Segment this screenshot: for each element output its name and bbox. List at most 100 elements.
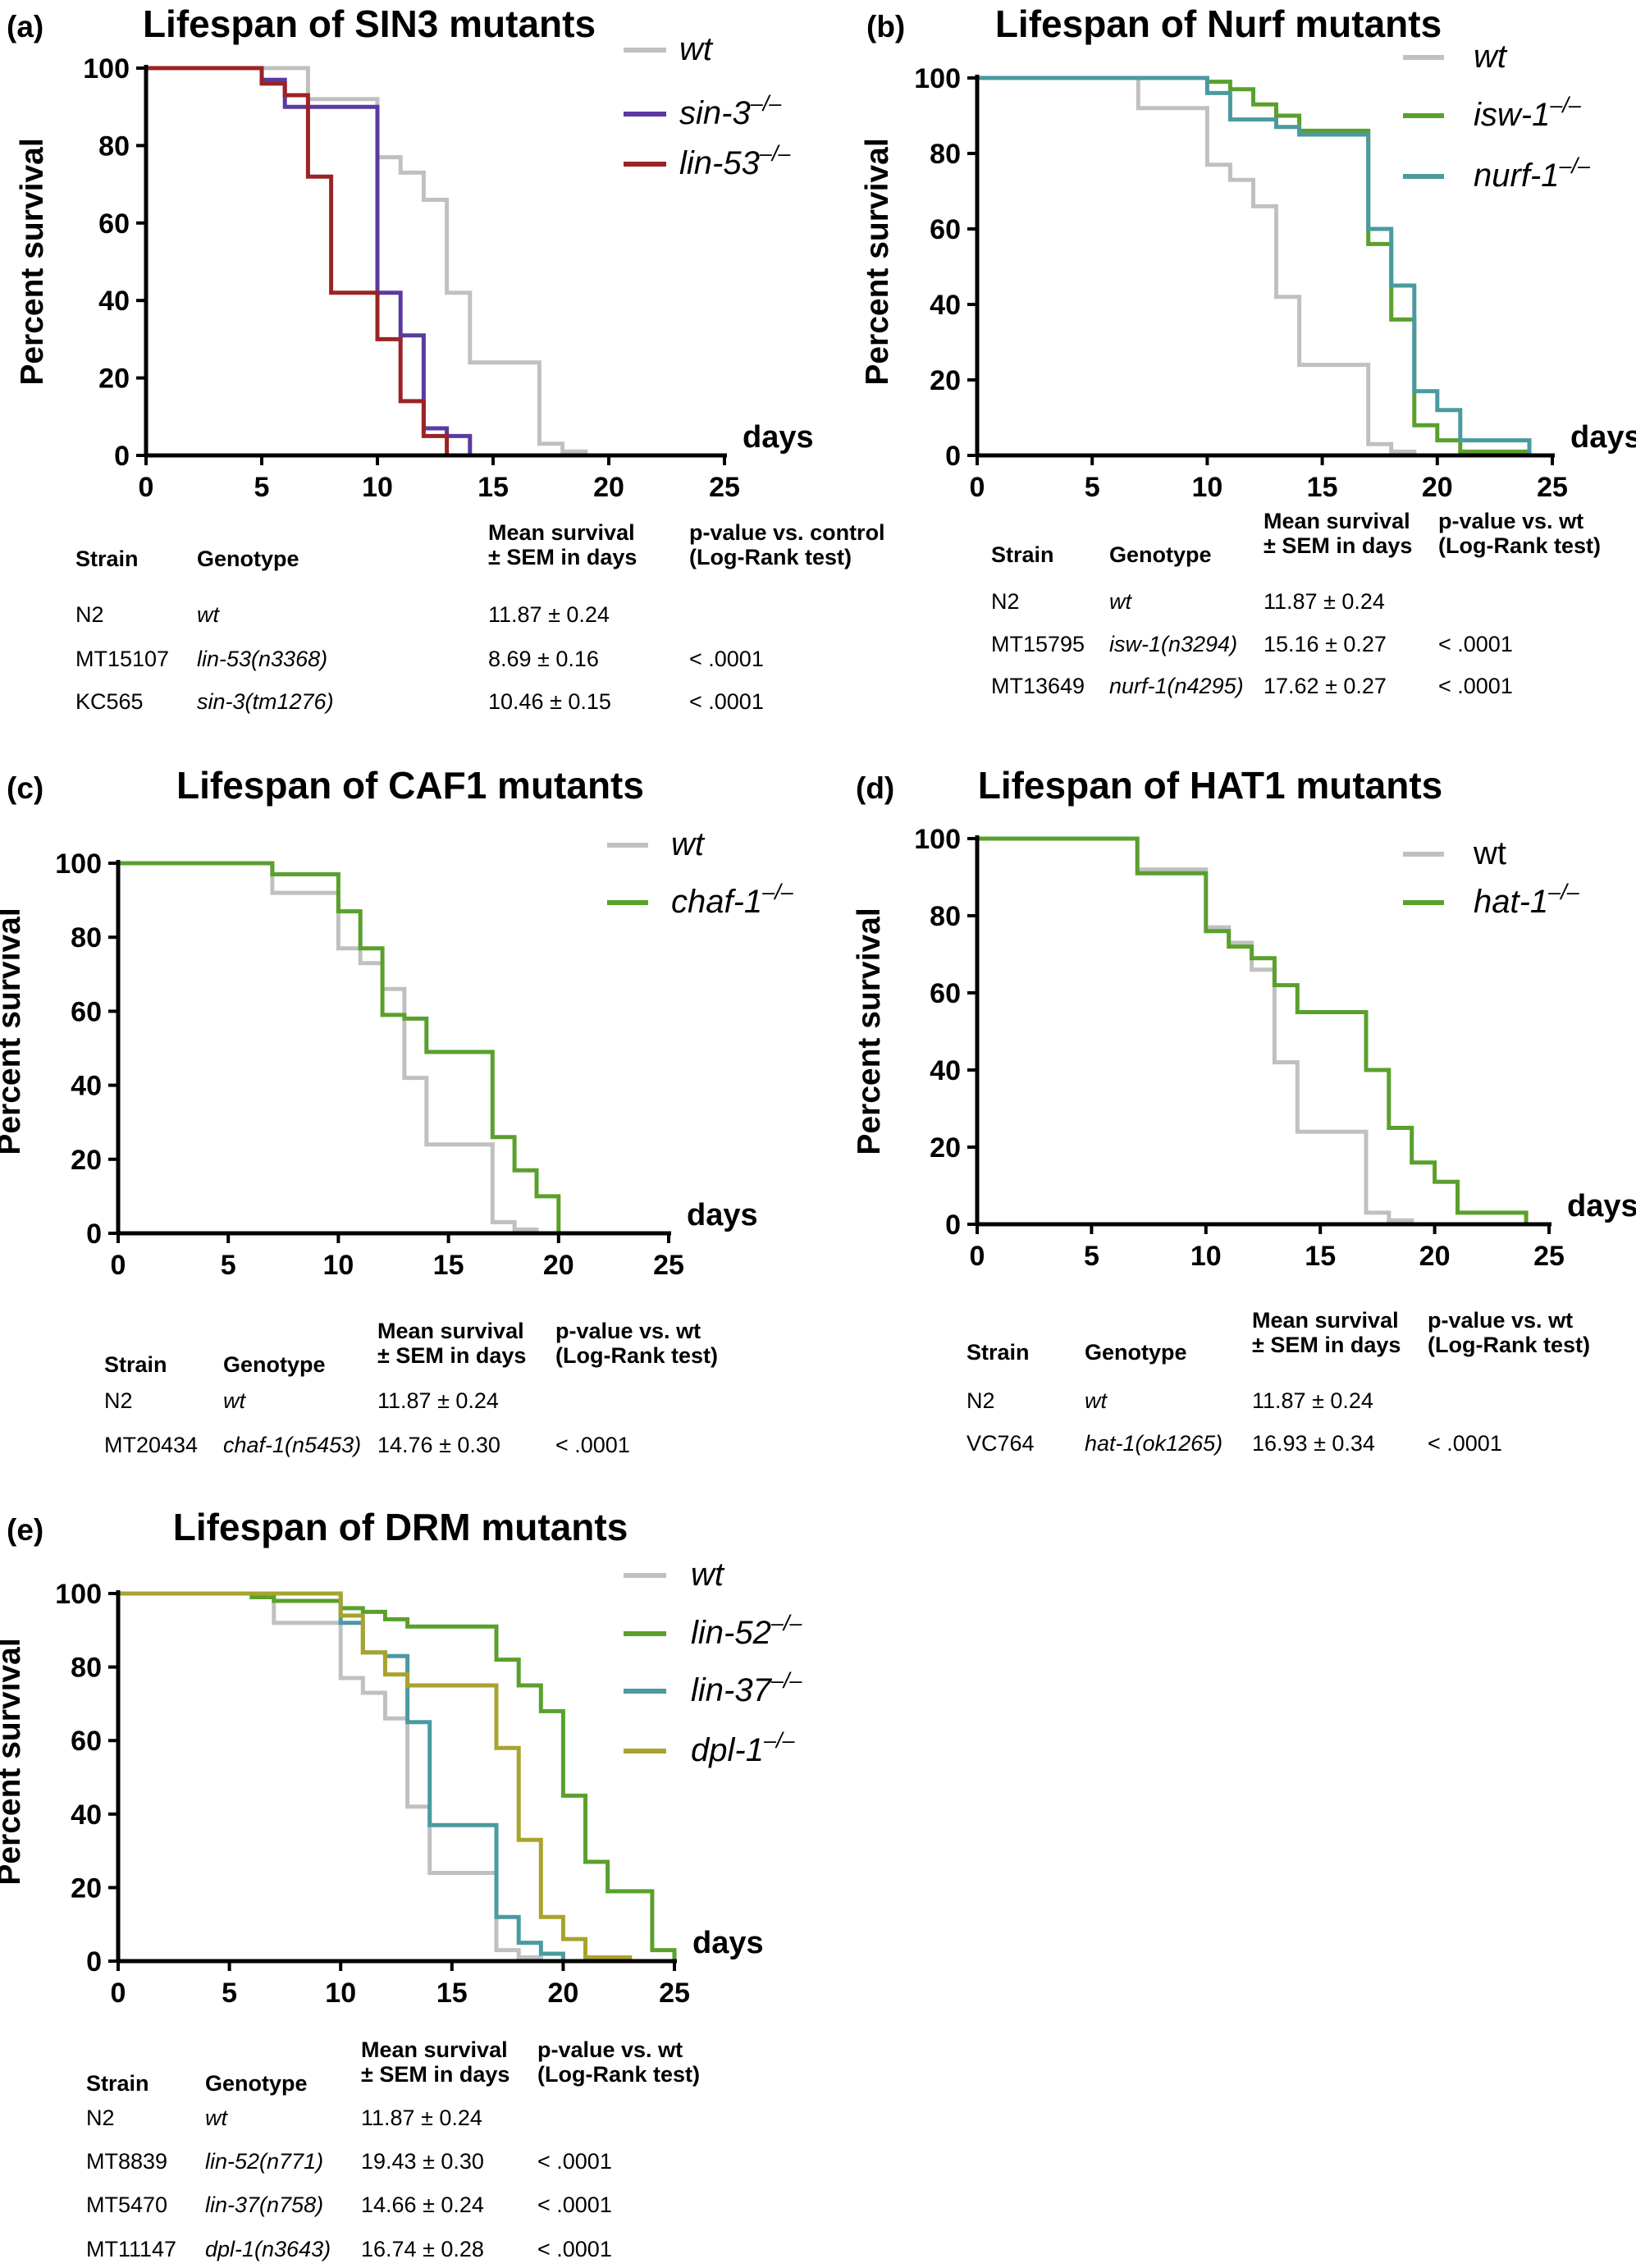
table-header-pvalue: p-value vs. wt [1438, 509, 1583, 533]
panel-label: (a) [7, 10, 43, 43]
y-axis-label: Percent survival [0, 1638, 27, 1885]
table-cell-mean: 8.69 ± 0.16 [488, 647, 599, 671]
x-tick-label: 15 [436, 1978, 468, 2009]
y-axis-label: Percent survival [860, 138, 895, 385]
table-header-pvalue: p-value vs. wt [555, 1319, 701, 1343]
chart-title: Lifespan of Nurf mutants [995, 2, 1442, 45]
chart-panel-c: (c) Lifespan of CAF1 mutants Percent survi… [0, 764, 794, 1457]
legend-entry: wt [1474, 39, 1508, 75]
table-header-mean: Mean survival [1252, 1308, 1399, 1333]
table-cell-mean: 16.93 ± 0.34 [1252, 1431, 1375, 1456]
legend-name: wt [671, 826, 706, 862]
x-tick-label: 5 [1084, 1241, 1099, 1272]
x-tick-label: 10 [1191, 472, 1222, 503]
x-tick-label: 25 [709, 472, 740, 503]
chart-title: Lifespan of DRM mutants [173, 1506, 628, 1548]
y-tick-label: 80 [98, 130, 130, 162]
x-tick-label: 5 [254, 472, 270, 503]
y-axis-label: Percent survival [852, 908, 887, 1155]
x-axis-label: days [692, 1926, 764, 1960]
table-cell-genotype: dpl-1(n3643) [205, 2237, 331, 2261]
table-cell-mean: 11.87 ± 0.24 [377, 1388, 499, 1413]
y-tick-label: 20 [71, 1872, 102, 1904]
series-line-wt [146, 66, 588, 455]
y-tick-label: 20 [71, 1145, 102, 1176]
table-header-strain: Strain [104, 1352, 167, 1377]
results-table: Strain Genotype Mean survival± SEM in days… [75, 520, 885, 714]
legend-name: lin-52 [691, 1615, 771, 1651]
table-header-strain: Strain [86, 2071, 149, 2096]
table-cell-genotype: wt [1085, 1388, 1108, 1413]
y-axis-label: Percent survival [15, 138, 50, 385]
legend-entry: dpl-1–/– [691, 1728, 795, 1768]
x-tick-label: 25 [659, 1978, 690, 2009]
table-cell-genotype: lin-53(n3368) [197, 647, 327, 671]
table-cell-pvalue: < .0001 [537, 2237, 612, 2261]
table-header-test: (Log-Rank test) [555, 1343, 718, 1368]
table-cell-genotype: lin-52(n771) [205, 2149, 323, 2174]
x-tick-label: 10 [1190, 1241, 1222, 1272]
x-tick-label: 5 [221, 1250, 236, 1281]
chart-panel-b: (b) Lifespan of Nurf mutants Percent survi… [860, 2, 1636, 698]
x-tick-label: 5 [222, 1978, 237, 2009]
table-header-test: (Log-Rank test) [1438, 533, 1601, 558]
table-cell-mean: 14.66 ± 0.24 [361, 2193, 484, 2217]
y-tick-label: 40 [930, 1055, 961, 1086]
series-line-lin-52 [118, 1591, 677, 1961]
table-cell-pvalue: < .0001 [537, 2193, 612, 2217]
results-table: Strain Genotype Mean survival± SEM in days… [991, 509, 1601, 698]
table-cell-mean: 11.87 ± 0.24 [1264, 589, 1385, 614]
x-tick-label: 0 [111, 1250, 126, 1281]
series-line-wt [977, 75, 1417, 455]
y-tick-label: 40 [930, 290, 961, 321]
legend-entry: wt [679, 31, 714, 67]
chart-panel-d: (d) Lifespan of HAT1 mutants Percent survi… [852, 764, 1636, 1456]
table-cell-mean: 10.46 ± 0.15 [488, 689, 611, 714]
table-cell-genotype: nurf-1(n4295) [1109, 674, 1244, 698]
table-cell-pvalue: < .0001 [1438, 632, 1513, 656]
chart-title: Lifespan of SIN3 mutants [143, 2, 596, 45]
y-axis-label: Percent survival [0, 908, 27, 1155]
table-cell-strain: N2 [991, 589, 1020, 614]
legend-name: sin-3 [679, 95, 751, 131]
table-header-test: (Log-Rank test) [1428, 1333, 1590, 1357]
table-header-genotype: Genotype [223, 1352, 326, 1377]
table-header-test: (Log-Rank test) [537, 2062, 700, 2087]
table-cell-genotype: wt [205, 2106, 228, 2130]
y-tick-label: 60 [71, 1726, 102, 1757]
y-tick-label: 0 [945, 441, 961, 472]
table-cell-mean: 11.87 ± 0.24 [488, 602, 610, 627]
table-header-sem: ± SEM in days [361, 2062, 510, 2087]
y-tick-label: 0 [114, 441, 130, 472]
table-header-mean: Mean survival [361, 2037, 508, 2062]
table-header-strain: Strain [967, 1340, 1030, 1365]
legend-entry: lin-53–/– [679, 141, 791, 181]
table-cell-strain: VC764 [967, 1431, 1035, 1456]
x-tick-label: 10 [325, 1978, 356, 2009]
legend-name: nurf-1 [1474, 158, 1560, 194]
x-tick-label: 10 [362, 472, 393, 503]
results-table: Strain Genotype Mean survival± SEM in days… [86, 2037, 700, 2261]
y-tick-label: 60 [98, 208, 130, 240]
x-tick-label: 10 [322, 1250, 354, 1281]
table-cell-pvalue: < .0001 [689, 689, 764, 714]
x-tick-label: 20 [593, 472, 624, 503]
table-cell-strain: MT11147 [86, 2237, 176, 2261]
table-cell-strain: MT20434 [104, 1433, 198, 1457]
legend-superscript: –/– [761, 880, 794, 904]
y-tick-label: 60 [930, 214, 961, 245]
chart-title: Lifespan of HAT1 mutants [978, 764, 1443, 807]
table-cell-pvalue: < .0001 [555, 1433, 630, 1457]
legend-name: wt [1473, 835, 1506, 871]
table-cell-strain: MT15795 [991, 632, 1085, 656]
table-header-genotype: Genotype [205, 2071, 308, 2096]
y-tick-label: 80 [71, 922, 102, 953]
x-axis-label: days [1570, 420, 1636, 455]
legend-name: lin-37 [691, 1672, 773, 1708]
table-cell-genotype: hat-1(ok1265) [1085, 1431, 1222, 1456]
series-line-dpl-1 [118, 1591, 633, 1961]
table-cell-strain: N2 [75, 602, 104, 627]
table-cell-mean: 11.87 ± 0.24 [1252, 1388, 1373, 1413]
table-header-pvalue: p-value vs. control [689, 520, 885, 545]
x-axis-label: days [1567, 1189, 1636, 1223]
